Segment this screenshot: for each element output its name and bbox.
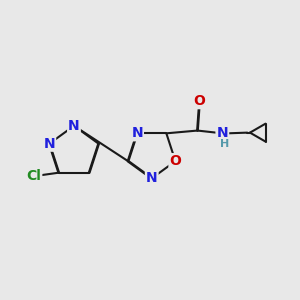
Text: N: N [68, 119, 80, 133]
Text: N: N [44, 137, 55, 151]
Text: N: N [146, 171, 158, 185]
Text: O: O [169, 154, 181, 168]
Text: H: H [220, 139, 230, 149]
Text: N: N [217, 126, 228, 140]
Text: N: N [131, 126, 143, 140]
Text: O: O [193, 94, 205, 108]
Text: Cl: Cl [26, 169, 41, 183]
